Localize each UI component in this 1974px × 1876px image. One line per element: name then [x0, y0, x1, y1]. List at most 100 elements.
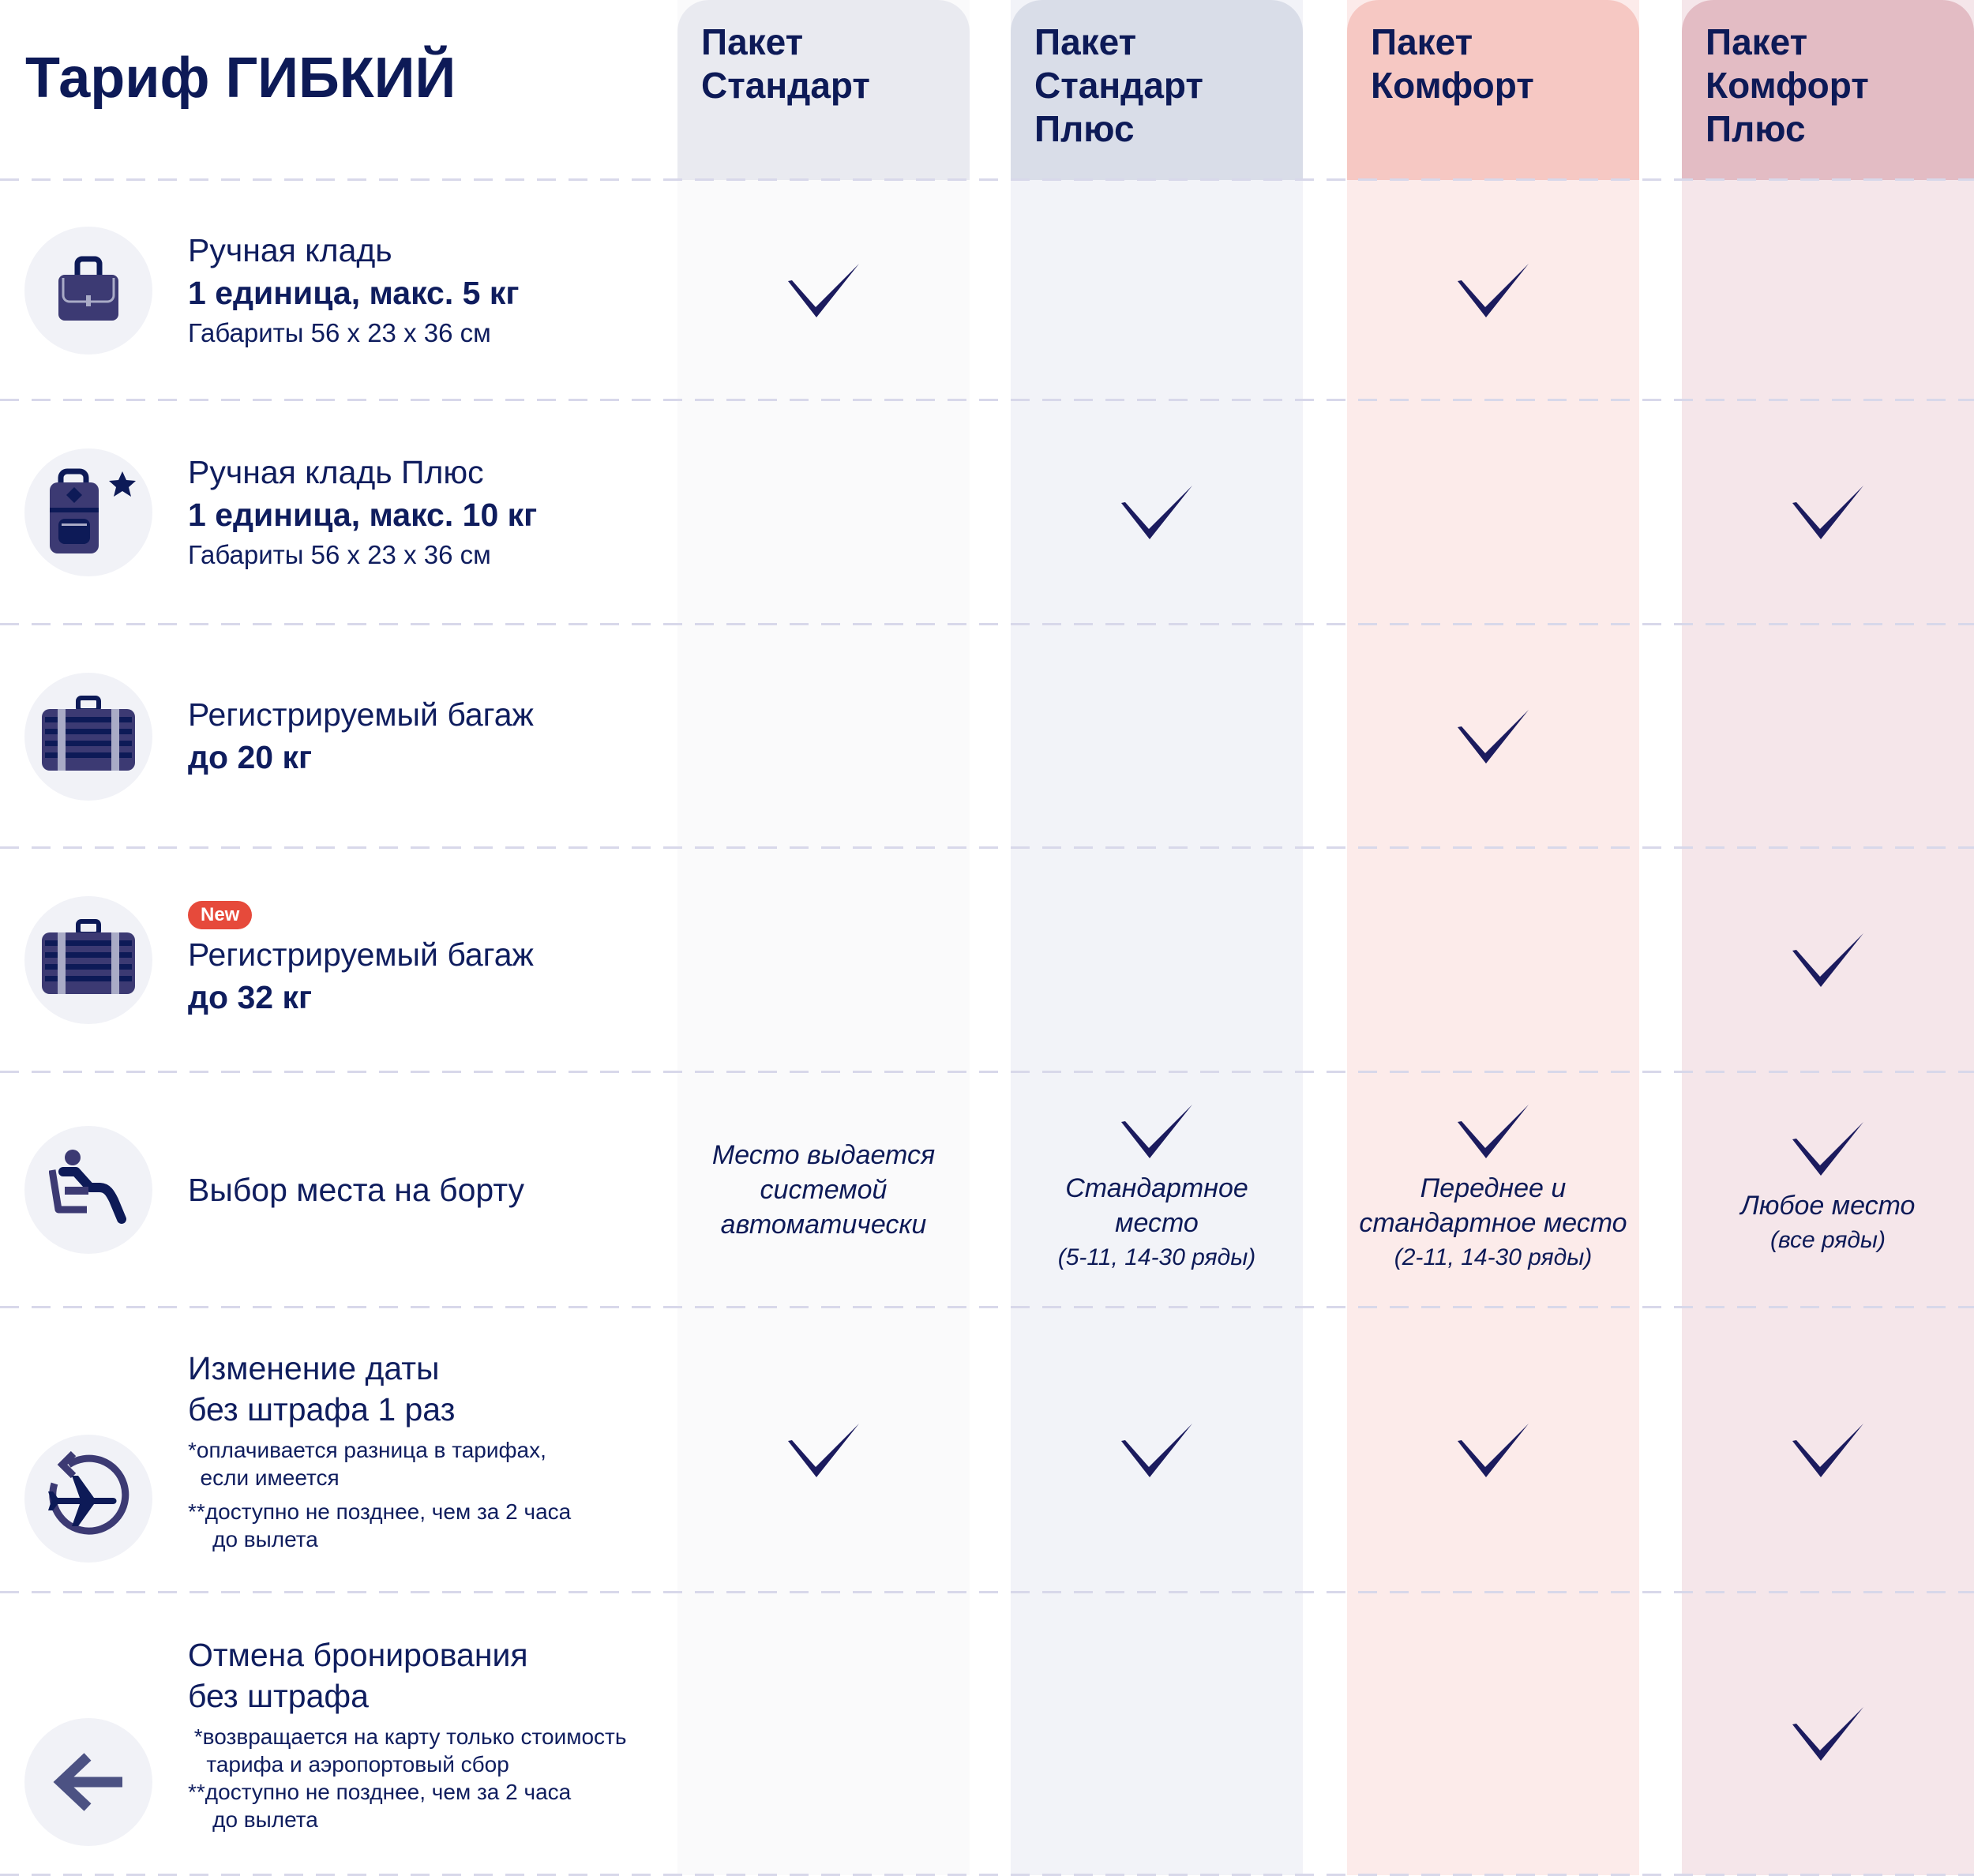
seat-option-text: Место выдается системой автоматически	[711, 1140, 936, 1240]
package-cell	[1347, 848, 1639, 1072]
seat-rows-text: (2-11, 14-30 ряды)	[1394, 1244, 1593, 1270]
package-cell	[677, 400, 970, 625]
package-title: Пакет Стандарт Плюс	[1034, 21, 1203, 149]
feature-value: до 32 кг	[188, 979, 313, 1015]
package-header: Пакет Комфорт Плюс	[1682, 0, 1974, 180]
row-divider	[0, 1591, 1974, 1593]
feature-note: *оплачивается разница в тарифах, если им…	[188, 1437, 546, 1490]
feature-row: Регистрируемый багаж до 20 кг	[0, 625, 1974, 848]
row-divider	[0, 623, 1974, 625]
page-title: Тариф ГИБКИЙ	[25, 47, 456, 110]
package-cell	[1682, 1593, 1974, 1875]
seat-option-text: Любое место	[1740, 1191, 1916, 1221]
package-cell	[677, 1593, 970, 1875]
feature-title: Отмена бронирования без штрафа	[188, 1637, 528, 1714]
seat-option-text: Стандартное место	[1065, 1173, 1248, 1238]
package-cell	[1347, 625, 1639, 848]
package-cell	[1682, 400, 1974, 625]
feature-value: до 20 кг	[188, 738, 313, 775]
package-cell: Переднее и стандартное место (2-11, 14-30…	[1347, 1072, 1639, 1308]
column-background	[1011, 0, 1303, 1875]
package-cell	[677, 180, 970, 400]
checkmark-icon	[1792, 1707, 1863, 1761]
package-title: Пакет Комфорт Плюс	[1706, 21, 1869, 149]
checkmark-icon	[1458, 709, 1529, 764]
arrow-left-icon	[24, 1718, 152, 1846]
seat-rows-text: (5-11, 14-30 ряды)	[1057, 1244, 1256, 1270]
feature-title: Ручная кладь Плюс	[188, 454, 484, 490]
package-header: Пакет Стандарт	[677, 0, 970, 180]
package-cell	[1682, 848, 1974, 1072]
feature-note: *возвращается на карту только стоимость …	[188, 1724, 627, 1832]
package-title: Пакет Комфорт	[1371, 21, 1534, 106]
column-background	[1682, 0, 1974, 1875]
suitcase-icon	[24, 896, 152, 1024]
package-cell	[1347, 1593, 1639, 1875]
feature-row: Ручная кладь 1 единица, макс. 5 кг Габарит…	[0, 180, 1974, 400]
package-header: Пакет Стандарт Плюс	[1011, 0, 1303, 180]
suitcase-icon	[24, 672, 152, 801]
feature-row: Изменение даты без штрафа 1 раз *оплачива…	[0, 1308, 1974, 1593]
package-cell	[1347, 400, 1639, 625]
package-cell	[1011, 1308, 1303, 1593]
row-divider	[0, 846, 1974, 849]
package-cell	[1682, 180, 1974, 400]
backpack-star-icon	[24, 448, 152, 576]
package-cell	[1011, 180, 1303, 400]
checkmark-icon	[1458, 263, 1529, 317]
seat-option-text: Переднее и стандартное место	[1359, 1173, 1627, 1238]
checkmark-icon	[1458, 1423, 1529, 1477]
feature-title: Изменение даты без штрафа 1 раз	[188, 1349, 456, 1428]
date-change-plane-icon	[24, 1434, 152, 1563]
package-cell: Любое место (все ряды)	[1682, 1072, 1974, 1308]
checkmark-icon	[1792, 933, 1863, 987]
checkmark-icon	[788, 263, 859, 317]
feature-row: Ручная кладь Плюс 1 единица, макс. 10 кг Г…	[0, 400, 1974, 625]
package-cell	[677, 848, 970, 1072]
row-divider	[0, 1071, 1974, 1073]
row-divider	[0, 178, 1974, 181]
checkmark-icon	[1121, 1105, 1192, 1158]
checkmark-icon	[1121, 1423, 1192, 1477]
package-cell: Стандартное место (5-11, 14-30 ряды)	[1011, 1072, 1303, 1308]
feature-value: 1 единица, макс. 10 кг	[188, 497, 538, 533]
checkmark-icon	[1792, 1122, 1863, 1176]
package-cell	[1011, 400, 1303, 625]
feature-dimensions: Габариты 56 x 23 x 36 см	[188, 540, 491, 569]
package-cell: Место выдается системой автоматически	[677, 1072, 970, 1308]
row-divider	[0, 399, 1974, 401]
column-background	[1347, 0, 1639, 1875]
feature-title: Регистрируемый багаж	[188, 936, 534, 973]
feature-row: Отмена бронирования без штрафа *возвраща…	[0, 1593, 1974, 1875]
column-background	[677, 0, 970, 1875]
checkmark-icon	[788, 1423, 859, 1477]
feature-title: Выбор места на борту	[188, 1172, 525, 1208]
package-cell	[677, 625, 970, 848]
checkmark-icon	[1458, 1105, 1529, 1158]
package-cell	[1011, 848, 1303, 1072]
package-cell	[1682, 1308, 1974, 1593]
feature-value: 1 единица, макс. 5 кг	[188, 274, 520, 311]
checkmark-icon	[1792, 486, 1863, 539]
briefcase-icon	[24, 226, 152, 355]
package-cell	[1011, 1593, 1303, 1875]
row-divider	[0, 1306, 1974, 1308]
new-badge: New	[188, 901, 253, 929]
feature-dimensions: Габариты 56 x 23 x 36 см	[188, 317, 491, 347]
feature-title: Ручная кладь	[188, 231, 392, 268]
package-cell	[1682, 625, 1974, 848]
checkmark-icon	[1121, 486, 1192, 539]
seat-rows-text: (все ряды)	[1769, 1227, 1886, 1253]
feature-note: **доступно не позднее, чем за 2 часа до …	[188, 1499, 572, 1551]
feature-row: New Регистрируемый багаж до 32 кг	[0, 848, 1974, 1072]
package-header: Пакет Комфорт	[1347, 0, 1639, 180]
package-cell	[1011, 625, 1303, 848]
package-cell	[1347, 180, 1639, 400]
seat-icon	[24, 1126, 152, 1254]
package-cell	[677, 1308, 970, 1593]
checkmark-icon	[1792, 1423, 1863, 1477]
feature-row: Выбор места на борту Место выдается систе…	[0, 1072, 1974, 1308]
feature-title: Регистрируемый багаж	[188, 696, 534, 733]
package-title: Пакет Стандарт	[701, 21, 870, 106]
package-cell	[1347, 1308, 1639, 1593]
